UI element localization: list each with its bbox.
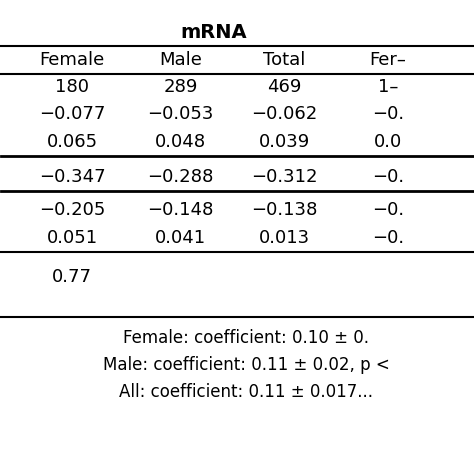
Text: 180: 180 xyxy=(55,78,89,96)
Text: 0.065: 0.065 xyxy=(46,133,98,151)
Text: 0.0: 0.0 xyxy=(374,133,402,151)
Text: −0.: −0. xyxy=(372,168,404,186)
Text: 0.013: 0.013 xyxy=(258,229,310,247)
Text: 0.77: 0.77 xyxy=(52,268,92,286)
Text: Total: Total xyxy=(263,51,305,69)
Text: 0.041: 0.041 xyxy=(155,229,206,247)
Text: mRNA: mRNA xyxy=(180,23,247,42)
Text: 0.039: 0.039 xyxy=(258,133,310,151)
Text: −0.205: −0.205 xyxy=(39,201,105,219)
Text: Fer–: Fer– xyxy=(369,51,406,69)
Text: All: coefficient: 0.11 ± 0.017...: All: coefficient: 0.11 ± 0.017... xyxy=(119,383,374,401)
Text: 0.048: 0.048 xyxy=(155,133,206,151)
Text: −0.312: −0.312 xyxy=(251,168,318,186)
Text: Female: coefficient: 0.10 ± 0.: Female: coefficient: 0.10 ± 0. xyxy=(123,329,369,347)
Text: −0.053: −0.053 xyxy=(147,106,214,124)
Text: 1–: 1– xyxy=(378,78,398,96)
Text: −0.148: −0.148 xyxy=(147,201,214,219)
Text: −0.077: −0.077 xyxy=(39,106,105,124)
Text: Male: Male xyxy=(159,51,202,69)
Text: 289: 289 xyxy=(163,78,198,96)
Text: −0.138: −0.138 xyxy=(251,201,317,219)
Text: −0.347: −0.347 xyxy=(39,168,105,186)
Text: −0.: −0. xyxy=(372,229,404,247)
Text: −0.062: −0.062 xyxy=(251,106,317,124)
Text: 469: 469 xyxy=(267,78,301,96)
Text: −0.: −0. xyxy=(372,201,404,219)
Text: Female: Female xyxy=(39,51,105,69)
Text: 0.051: 0.051 xyxy=(46,229,98,247)
Text: Male: coefficient: 0.11 ± 0.02, p <: Male: coefficient: 0.11 ± 0.02, p < xyxy=(103,356,390,374)
Text: −0.: −0. xyxy=(372,106,404,124)
Text: −0.288: −0.288 xyxy=(147,168,214,186)
